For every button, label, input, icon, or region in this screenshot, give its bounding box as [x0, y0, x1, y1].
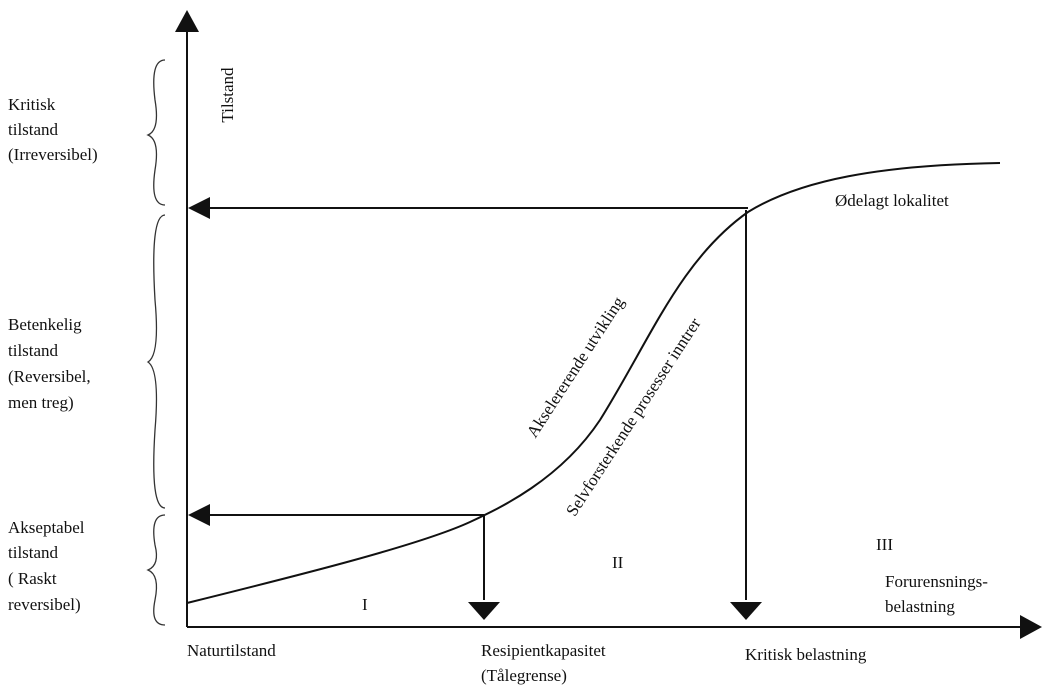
zone-line: (Reversibel, [8, 367, 91, 386]
zone-line: tilstand [8, 543, 59, 562]
curve-label: Akselererende utvikling [523, 293, 628, 441]
zone-line: Betenkelig [8, 315, 82, 334]
region-label: II [612, 553, 624, 572]
zone-line: men treg) [8, 393, 74, 412]
zone-line: tilstand [8, 341, 59, 360]
zone-line: Kritisk [8, 95, 56, 114]
zone-line: ( Raskt [8, 569, 57, 588]
curve [186, 162, 1001, 604]
arrows [188, 197, 762, 620]
y-axis-label: Tilstand [218, 67, 237, 123]
x-point-label: Naturtilstand [187, 641, 276, 660]
x-point-label: Kritisk belastning [745, 645, 867, 664]
curve-label: Ødelagt lokalitet [835, 191, 949, 210]
zone-line: (Irreversibel) [8, 145, 98, 164]
zone-line: reversibel) [8, 595, 81, 614]
x-point-label: (Tålegrense) [481, 666, 567, 685]
x-axis-label: belastning [885, 597, 955, 616]
x-point-label: Resipientkapasitet [481, 641, 606, 660]
zone-line: Akseptabel [8, 518, 85, 537]
region-label: III [876, 535, 893, 554]
x-axis-label: Forurensnings- [885, 572, 988, 591]
region-label: I [362, 595, 368, 614]
braces [146, 59, 166, 626]
axes [175, 10, 1042, 639]
zone-line: tilstand [8, 120, 59, 139]
